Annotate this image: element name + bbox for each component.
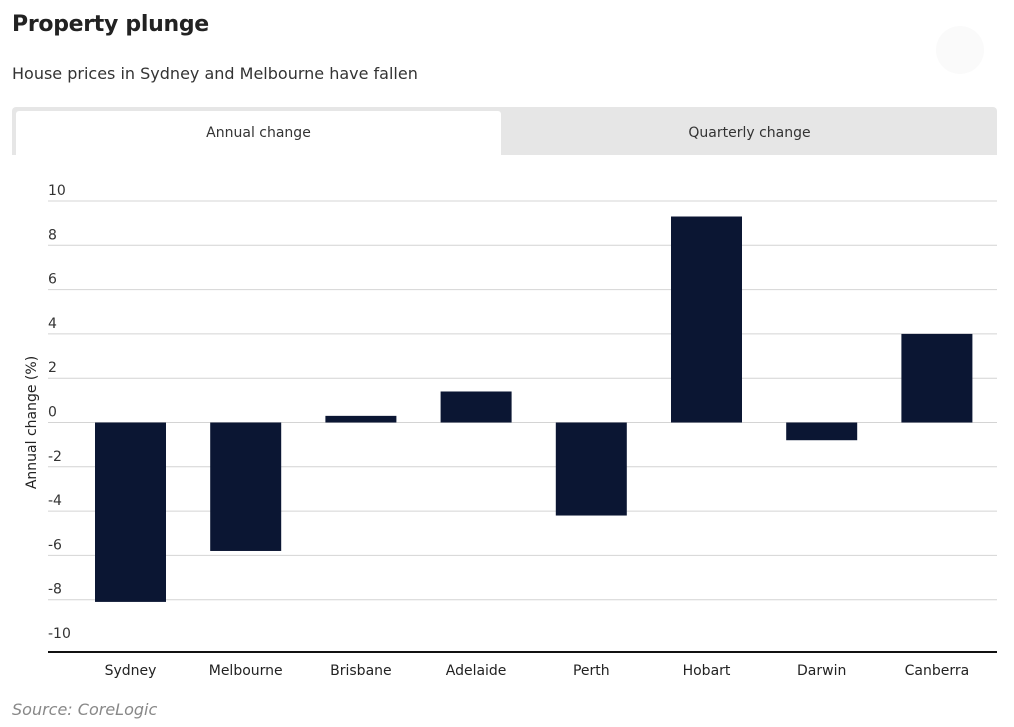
x-tick-label: Darwin <box>797 663 846 679</box>
source-note: Source: CoreLogic <box>12 700 158 719</box>
y-tick-label: 4 <box>48 316 57 332</box>
y-tick-label: 2 <box>48 360 57 376</box>
tab-annual-change[interactable]: Annual change <box>16 111 501 155</box>
x-tick-label: Canberra <box>905 663 970 679</box>
menu-icon[interactable] <box>936 26 984 74</box>
page-title: Property plunge <box>12 12 209 37</box>
x-tick-label: Perth <box>573 663 610 679</box>
x-tick-label: Brisbane <box>330 663 392 679</box>
x-tick-label: Adelaide <box>446 663 507 679</box>
bar-sydney <box>95 422 166 602</box>
y-tick-label: 6 <box>48 272 57 288</box>
page-subtitle: House prices in Sydney and Melbourne hav… <box>12 64 418 83</box>
y-tick-label: 10 <box>48 183 66 199</box>
y-tick-label: 8 <box>48 227 57 243</box>
x-tick-label: Sydney <box>105 663 157 679</box>
y-tick-label: -6 <box>48 537 62 553</box>
y-tick-label: -10 <box>48 626 71 642</box>
y-axis-label: Annual change (%) <box>24 356 40 489</box>
bar-hobart <box>671 216 742 423</box>
bar-perth <box>555 422 627 516</box>
bar-melbourne <box>210 422 282 551</box>
y-tick-label: -2 <box>48 449 62 465</box>
x-tick-label: Melbourne <box>209 663 283 679</box>
x-tick-label: Hobart <box>683 663 731 679</box>
tab-bar: Annual change Quarterly change <box>12 107 997 155</box>
bar-darwin <box>786 422 858 441</box>
bar-chart: 10 8 6 4 2 0 -2 -4 -6 -8 -10 Annual change (%) Sydne… <box>24 183 997 679</box>
bar-brisbane <box>325 415 397 423</box>
y-tick-label: 0 <box>48 405 57 421</box>
y-tick-label: -4 <box>48 493 62 509</box>
bar-adelaide <box>440 391 512 423</box>
bar-canberra <box>901 333 973 423</box>
tab-quarterly-change[interactable]: Quarterly change <box>688 125 811 141</box>
y-tick-label: -8 <box>48 582 62 598</box>
